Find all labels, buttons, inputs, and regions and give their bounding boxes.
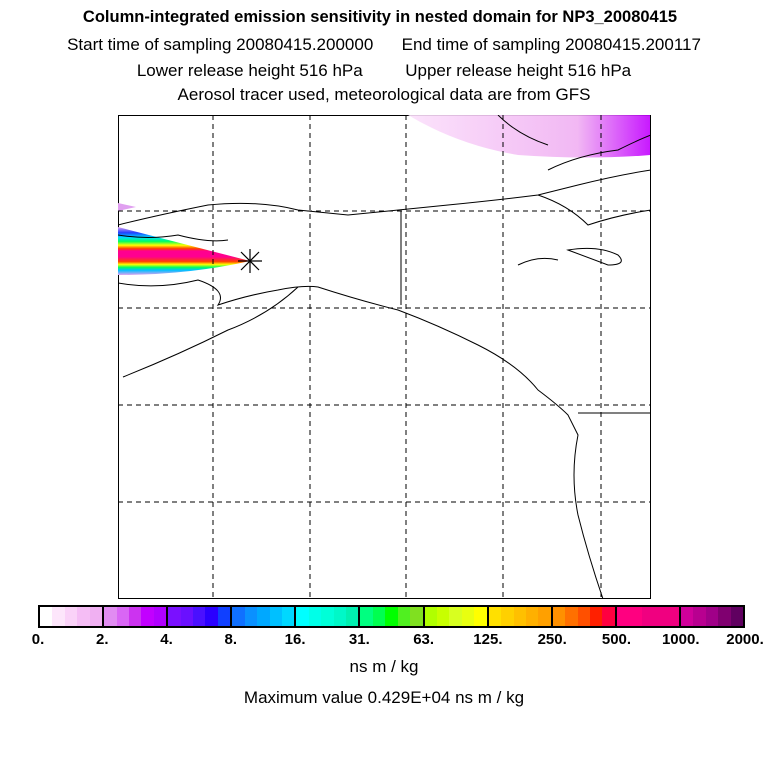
colorbar-segment	[488, 607, 553, 626]
colorbar-step	[513, 607, 526, 626]
colorbar-step	[666, 607, 679, 626]
colorbar-units: ns m / kg	[349, 657, 419, 676]
sampling-times: Start time of sampling 20080415.200000 E…	[0, 35, 768, 55]
colorbar-segment	[360, 607, 425, 626]
colorbar-step	[602, 607, 615, 626]
colorbar-tick-label: 2000.	[726, 631, 764, 648]
colorbar-step	[590, 607, 603, 626]
colorbar-step	[77, 607, 90, 626]
colorbar-step	[474, 607, 487, 626]
colorbar-segment	[296, 607, 361, 626]
colorbar-tick-label: 500.	[601, 631, 632, 648]
colorbar-segment	[232, 607, 297, 626]
colorbar-step	[680, 607, 694, 626]
colorbar-step	[449, 607, 462, 626]
sensitivity-map	[118, 115, 651, 599]
colorbar-step	[321, 607, 334, 626]
colorbar-step	[116, 607, 129, 626]
colorbar-step	[104, 607, 117, 626]
colorbar-step	[565, 607, 578, 626]
colorbar-step	[257, 607, 270, 626]
plot-title: Column-integrated emission sensitivity i…	[82, 8, 678, 26]
colorbar-segment	[424, 607, 489, 626]
colorbar-step	[193, 607, 206, 626]
colorbar	[38, 605, 745, 628]
colorbar-step	[64, 607, 78, 626]
colorbar-tick-label: 250.	[537, 631, 567, 648]
colorbar-step	[577, 607, 591, 626]
colorbar-step	[538, 607, 551, 626]
colorbar-step	[217, 607, 231, 626]
colorbar-step	[730, 607, 744, 626]
start-time: Start time of sampling 20080415.200000	[67, 35, 374, 54]
coastlines	[118, 115, 651, 599]
colorbar-step	[461, 607, 475, 626]
colorbar-step	[436, 607, 450, 626]
colorbar-step	[346, 607, 359, 626]
colorbar-segment	[680, 607, 744, 626]
colorbar-step	[360, 607, 373, 626]
lower-release-height: Lower release height 516 hPa	[136, 61, 363, 80]
colorbar-step	[525, 607, 539, 626]
colorbar-step	[654, 607, 667, 626]
end-time: End time of sampling 20080415.200117	[401, 35, 701, 54]
colorbar-tick-label: 4.	[160, 631, 173, 648]
tracer-note: Aerosol tracer used, meteorological data…	[177, 85, 591, 104]
colorbar-tick-label: 16.	[284, 631, 306, 648]
upper-release-height: Upper release height 516 hPa	[405, 61, 632, 80]
colorbar-step	[616, 607, 630, 626]
colorbar-step	[552, 607, 566, 626]
colorbar-segment	[40, 607, 105, 626]
map-frame	[118, 115, 651, 599]
colorbar-step	[410, 607, 423, 626]
colorbar-tick-label: 8.	[224, 631, 238, 648]
left-edge-sensitivity	[118, 203, 136, 211]
colorbar-step	[629, 607, 642, 626]
colorbar-step	[333, 607, 347, 626]
maximum-value: Maximum value 0.429E+04 ns m / kg	[243, 688, 525, 707]
colorbar-step	[168, 607, 181, 626]
colorbar-step	[372, 607, 386, 626]
colorbar-step	[693, 607, 706, 626]
colorbar-step	[641, 607, 655, 626]
colorbar-segment	[616, 607, 681, 626]
colorbar-step	[269, 607, 282, 626]
colorbar-tick-label: 2.	[96, 631, 109, 648]
colorbar-step	[89, 607, 103, 626]
release-point-marker	[238, 249, 262, 273]
colorbar-step	[308, 607, 322, 626]
colorbar-step	[244, 607, 258, 626]
colorbar-segment	[104, 607, 169, 626]
colorbar-step	[488, 607, 502, 626]
plume-field	[118, 227, 250, 275]
colorbar-tick-label: 31.	[348, 631, 370, 648]
colorbar-step	[180, 607, 194, 626]
colorbar-step	[232, 607, 245, 626]
colorbar-step	[128, 607, 142, 626]
colorbar-tick-label: 125.	[473, 631, 503, 648]
colorbar-tick-label: 1000.	[661, 631, 700, 648]
colorbar-step	[424, 607, 437, 626]
colorbar-step	[52, 607, 65, 626]
colorbar-step	[205, 607, 218, 626]
colorbar-tick-label: 63.	[413, 631, 435, 648]
colorbar-step	[40, 607, 53, 626]
colorbar-step	[281, 607, 295, 626]
colorbar-step	[501, 607, 514, 626]
grid-lines	[118, 115, 651, 599]
colorbar-step	[705, 607, 719, 626]
colorbar-step	[718, 607, 731, 626]
top-sensitivity-field	[408, 115, 650, 158]
colorbar-step	[296, 607, 309, 626]
colorbar-step	[385, 607, 398, 626]
colorbar-step	[141, 607, 154, 626]
colorbar-tick-label: 0.	[31, 631, 45, 648]
colorbar-segment	[552, 607, 617, 626]
release-heights: Lower release height 516 hPa Upper relea…	[0, 61, 768, 81]
colorbar-step	[397, 607, 411, 626]
colorbar-segment	[168, 607, 233, 626]
colorbar-step	[153, 607, 167, 626]
